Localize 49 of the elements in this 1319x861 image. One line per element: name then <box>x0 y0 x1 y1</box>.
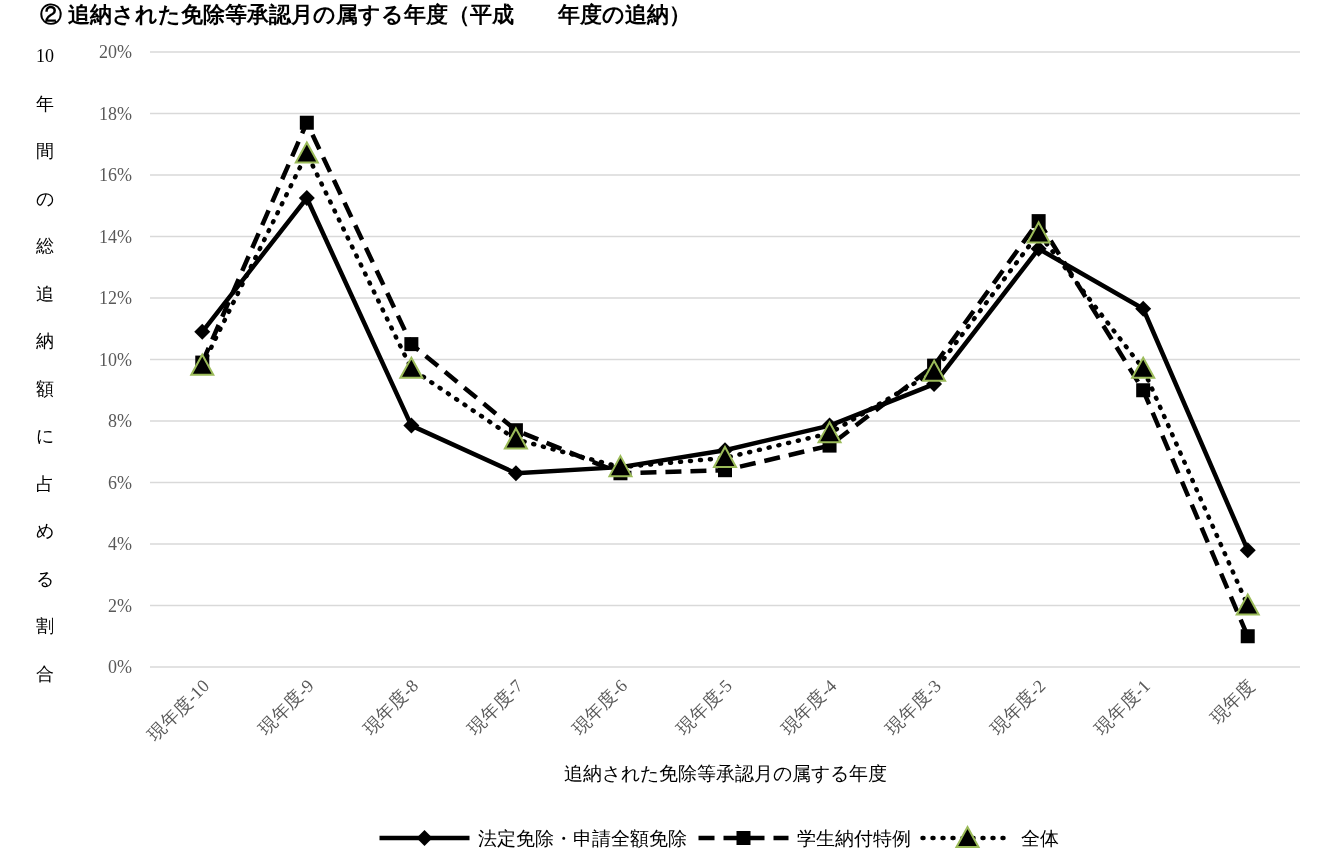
x-tick-label: 現年度-8 <box>359 675 423 739</box>
y-tick-label: 2% <box>108 595 132 616</box>
point <box>404 337 419 352</box>
point <box>298 190 315 207</box>
point <box>922 359 947 382</box>
x-axis-title: 追納された免除等承認月の属する年度 <box>563 763 887 784</box>
point <box>1135 300 1152 317</box>
x-tick-label: 現年度-3 <box>881 675 945 739</box>
point <box>194 323 211 340</box>
y-tick-label: 20% <box>99 42 132 62</box>
x-tick-label: 現年度-5 <box>672 675 736 739</box>
x-tick-label: 現年度-1 <box>1091 675 1155 739</box>
ylabel: 10年間の総追納額に占める割合 <box>36 46 54 684</box>
point <box>713 445 737 468</box>
x-tick-label: 現年度-6 <box>568 675 632 739</box>
x-tick-label: 現年度-9 <box>254 675 318 739</box>
x-tick-label: 現年度-10 <box>143 675 214 745</box>
y-tick-label: 4% <box>108 534 132 554</box>
y-tick-label: 18% <box>99 103 132 124</box>
legend-label: 法定免除・申請全額免除 <box>477 828 687 849</box>
point <box>299 115 314 130</box>
legend-label: 全体 <box>1020 828 1059 849</box>
point <box>1239 542 1256 559</box>
y-tick-label: 6% <box>108 472 132 493</box>
y-tick-label: 8% <box>108 411 132 431</box>
legend-label: 学生納付特例 <box>796 828 911 849</box>
point <box>1136 383 1151 398</box>
point <box>1240 629 1255 644</box>
x-tick-label: 現年度-2 <box>986 675 1050 739</box>
y-tick-label: 10% <box>99 349 132 370</box>
point <box>1026 221 1051 244</box>
point <box>399 356 424 379</box>
point <box>1235 593 1260 616</box>
x-tick-label: 現年度 <box>1206 675 1259 729</box>
y-tick-label: 16% <box>99 165 132 185</box>
title: ② 追納された免除等承認月の属する年度（平成 年度の追納） <box>40 2 691 27</box>
point <box>190 353 215 376</box>
point <box>294 141 319 164</box>
point <box>1131 356 1156 379</box>
x-tick-label: 現年度-4 <box>777 675 841 739</box>
point <box>503 427 528 450</box>
y-tick-label: 12% <box>99 288 132 308</box>
y-tick-label: 14% <box>99 226 132 247</box>
y-tick-label: 0% <box>108 657 132 677</box>
point <box>507 465 524 482</box>
x-tick-label: 現年度-7 <box>463 675 527 739</box>
point <box>403 417 420 434</box>
point <box>608 455 633 478</box>
point <box>817 421 842 444</box>
